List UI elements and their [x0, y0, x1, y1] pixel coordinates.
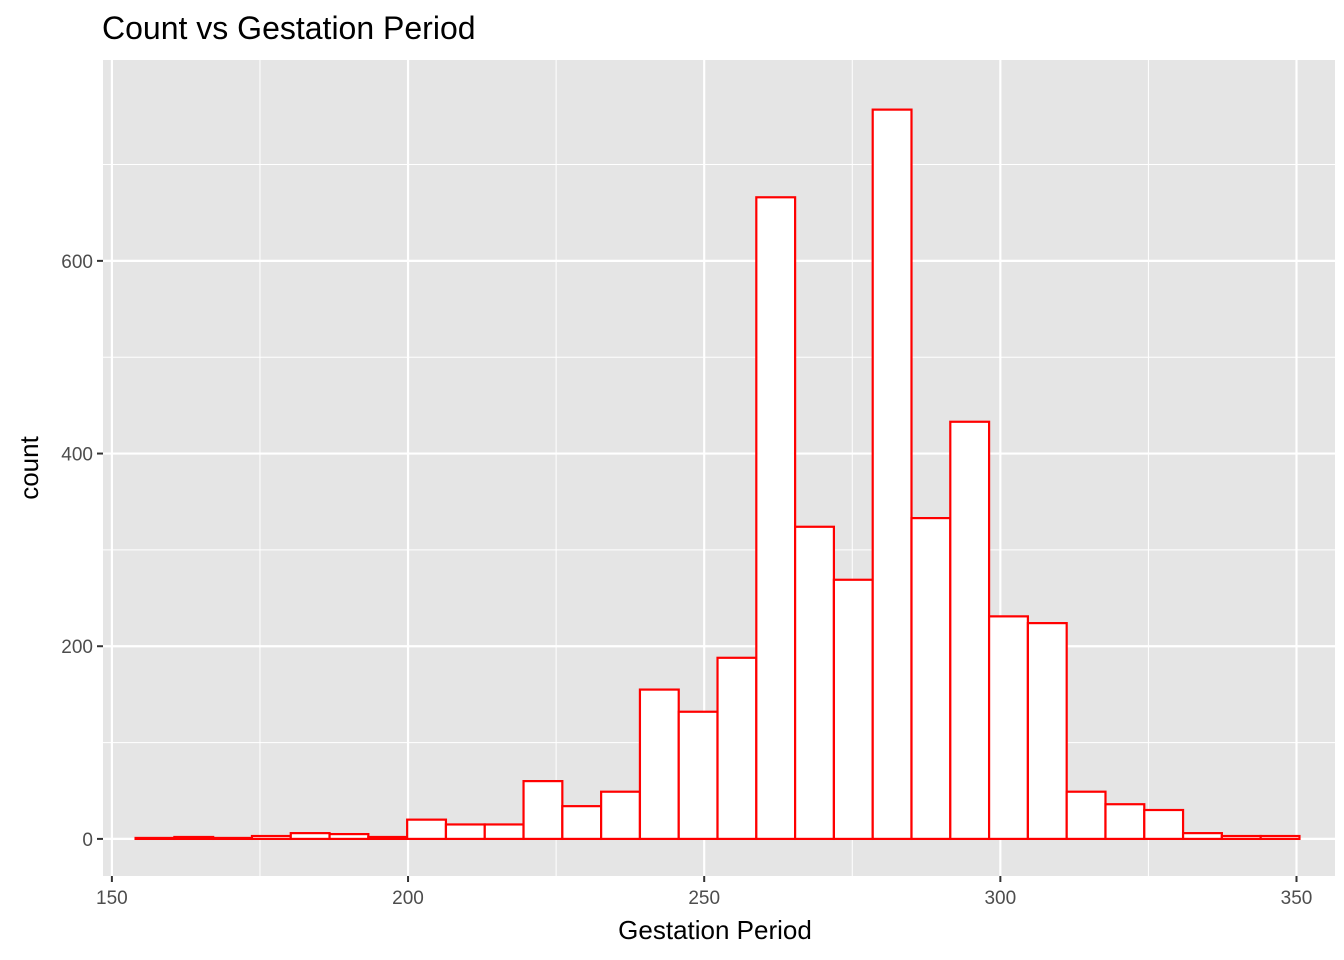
histogram-bar — [1181, 832, 1223, 841]
histogram-bar — [677, 710, 719, 841]
histogram-bar — [173, 835, 215, 841]
histogram-bar — [367, 835, 409, 841]
histogram-bar — [522, 780, 564, 841]
histogram-bar — [134, 836, 176, 841]
histogram-bar — [949, 420, 991, 841]
x-tick-label: 250 — [688, 888, 720, 909]
x-tick-label: 350 — [1281, 888, 1313, 909]
histogram-bar — [716, 656, 758, 841]
x-tick-label: 200 — [392, 888, 424, 909]
histogram-bar — [600, 790, 642, 841]
x-axis: 150 200 250 300 350 — [96, 876, 1312, 909]
y-tick-label: 0 — [82, 830, 93, 851]
y-tick-label: 200 — [61, 637, 93, 658]
histogram-bar — [1065, 790, 1107, 841]
x-tick-label: 300 — [984, 888, 1016, 909]
histogram-bar — [561, 805, 603, 841]
histogram-bar — [794, 525, 836, 841]
histogram-bar — [483, 823, 525, 841]
histogram-bar — [1220, 834, 1262, 841]
histogram-bar — [289, 832, 331, 841]
y-axis-title: count — [14, 435, 44, 499]
histogram-bar — [328, 832, 370, 841]
histogram-bar — [871, 108, 913, 841]
histogram-bar — [987, 615, 1029, 841]
histogram-bar — [250, 834, 292, 841]
y-axis: 0 200 400 600 — [61, 252, 103, 851]
histogram-bar — [212, 836, 254, 841]
histogram-bar — [755, 196, 797, 841]
histogram-bar — [1026, 622, 1068, 841]
x-axis-title: Gestation Period — [618, 915, 812, 945]
histogram-bar — [638, 688, 680, 841]
histogram-bar — [1259, 834, 1301, 841]
x-tick-label: 150 — [96, 888, 128, 909]
histogram-bars — [134, 108, 1301, 841]
histogram-bar — [1143, 808, 1185, 841]
histogram-bar — [406, 818, 448, 841]
histogram-bar — [1104, 803, 1146, 841]
y-tick-label: 600 — [61, 252, 93, 273]
chart-title: Count vs Gestation Period — [102, 10, 476, 46]
histogram-bar — [832, 578, 874, 841]
y-tick-label: 400 — [61, 445, 93, 466]
minor-grid-lines — [103, 60, 1335, 876]
histogram-bar — [910, 516, 952, 841]
histogram-bar — [444, 823, 486, 841]
